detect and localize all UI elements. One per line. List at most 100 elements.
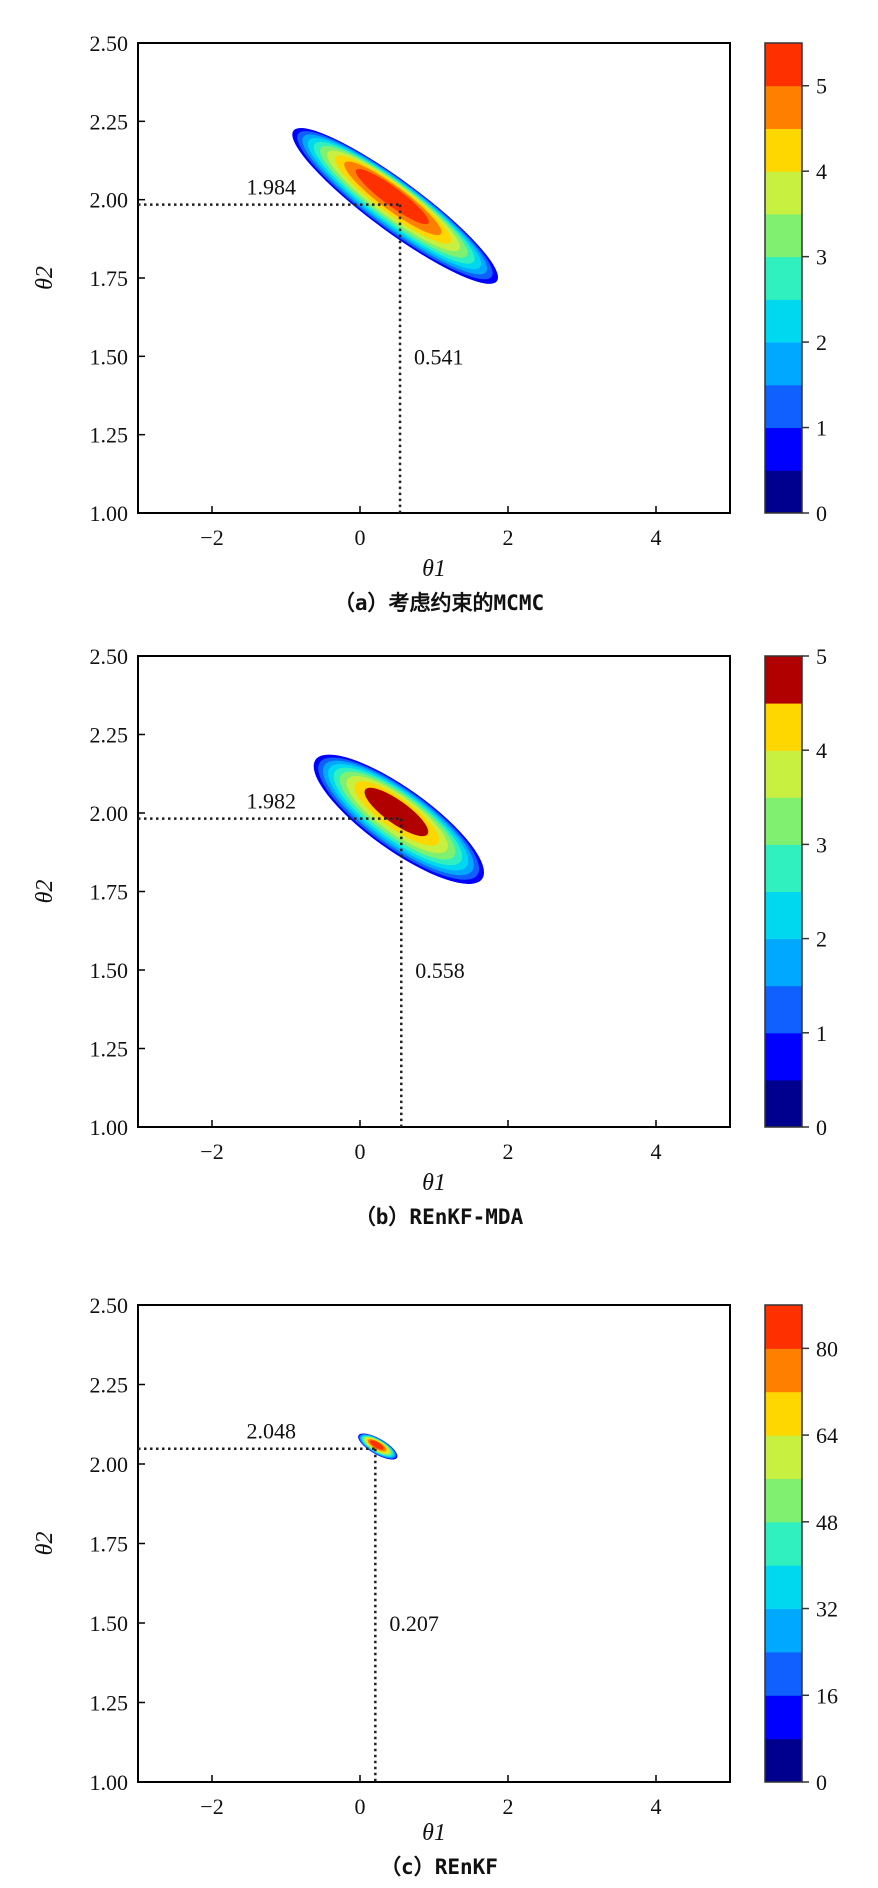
colorbar-band	[765, 1079, 802, 1128]
y-tick-label: 2.25	[90, 723, 129, 748]
colorbar-band	[765, 797, 802, 845]
colorbar-band	[765, 1435, 802, 1479]
colorbar-frame	[764, 1304, 803, 1783]
x-tick-label: 4	[651, 1794, 662, 1819]
colorbar-band	[765, 299, 802, 343]
y-tick-label: 1.25	[90, 1691, 129, 1716]
colorbar-tick-label: 2	[816, 927, 827, 952]
colorbar-band	[765, 1608, 802, 1653]
colorbar-frame	[764, 42, 803, 514]
colorbar-tick-label: 2	[816, 330, 827, 355]
colorbar-band	[765, 171, 802, 215]
chart-panel-a: 1.00 1.25 1.50 1.75 2.00 2.25 2.50 −2 0 2 4 θ2 θ1 （a）…	[32, 31, 827, 615]
x-tick-label: 4	[651, 525, 662, 550]
colorbar-tick-label: 0	[816, 1115, 827, 1140]
x-axis-label: θ1	[422, 556, 446, 582]
y-axis-label-text: θ2	[32, 266, 58, 290]
plot-frame	[137, 42, 731, 514]
y-tick-label: 1.00	[90, 501, 129, 526]
x-tick-label: 4	[651, 1139, 662, 1164]
contour-level	[355, 168, 429, 225]
colorbar-band	[765, 1348, 802, 1393]
theta2-estimate-label: 1.984	[246, 175, 296, 200]
colorbar-band	[765, 1651, 802, 1696]
y-axis-label-text: θ2	[32, 880, 58, 904]
y-tick-label: 1.50	[90, 344, 129, 369]
plot-frame	[137, 655, 731, 1128]
colorbar-tick-label: 64	[816, 1423, 838, 1448]
plot-frame	[137, 1304, 731, 1783]
colorbar-tick-label: 16	[816, 1683, 838, 1708]
x-tick-label: 2	[503, 525, 514, 550]
x-tick-label: 0	[355, 1139, 366, 1164]
y-tick-label: 2.50	[90, 1293, 129, 1318]
y-axis-label: θ2	[32, 266, 58, 290]
chart-panel-c: 1.00 1.25 1.50 1.75 2.00 2.25 2.50 −2 0 2 4 θ2 θ1 （c）…	[32, 1293, 838, 1879]
colorbar-tick-label: 32	[816, 1597, 838, 1622]
colorbar-frame	[764, 655, 803, 1128]
y-tick-label: 1.75	[90, 266, 129, 291]
y-axis-label-text: θ2	[32, 1532, 58, 1556]
x-tick-label: 0	[355, 525, 366, 550]
x-tick-label: 0	[355, 1794, 366, 1819]
theta2-estimate-label: 2.048	[246, 1419, 296, 1444]
y-tick-label: 2.50	[90, 644, 129, 669]
theta2-estimate-label: 1.982	[246, 789, 296, 814]
x-axis-label: θ1	[422, 1170, 446, 1196]
colorbar-tick-label: 3	[816, 832, 827, 857]
colorbar-tick-label: 48	[816, 1510, 838, 1535]
y-tick-label: 2.50	[90, 31, 129, 56]
caption: （b）REnKF-MDA	[355, 1205, 524, 1229]
contour-level	[369, 1440, 384, 1450]
chart-panel-b: 1.00 1.25 1.50 1.75 2.00 2.25 2.50 −2 0 2 4 θ2 θ1 （b）…	[32, 644, 827, 1229]
colorbar-tick-label: 0	[816, 1770, 827, 1795]
x-tick-label: −2	[200, 1139, 223, 1164]
colorbar-band	[765, 1391, 802, 1436]
colorbar-band	[765, 891, 802, 940]
colorbar-band	[765, 1565, 802, 1610]
colorbar-tick-label: 5	[816, 74, 827, 99]
colorbar-band	[765, 938, 802, 987]
y-tick-label: 1.75	[90, 1532, 129, 1557]
caption: （a）考虑约束的MCMC	[334, 591, 544, 615]
y-tick-label: 2.00	[90, 1452, 129, 1477]
colorbar-band	[765, 470, 802, 514]
y-tick-label: 2.25	[90, 109, 129, 134]
y-tick-label: 1.00	[90, 1770, 129, 1795]
y-tick-label: 2.00	[90, 801, 129, 826]
x-tick-label: −2	[200, 1794, 223, 1819]
theta1-estimate-label: 0.558	[415, 958, 465, 983]
colorbar-band	[765, 1478, 802, 1523]
colorbar-band	[765, 844, 802, 892]
colorbar-band	[765, 85, 802, 129]
colorbar-tick-label: 1	[816, 1021, 827, 1046]
theta1-estimate-label: 0.207	[389, 1611, 439, 1636]
y-tick-label: 1.00	[90, 1115, 129, 1140]
colorbar-band	[765, 985, 802, 1034]
colorbar-band	[765, 128, 802, 172]
colorbar-tick-label: 5	[816, 644, 827, 669]
colorbar-tick-label: 0	[816, 501, 827, 526]
x-tick-label: 2	[503, 1794, 514, 1819]
y-tick-label: 1.50	[90, 958, 129, 983]
colorbar-band	[765, 656, 802, 704]
x-axis-label: θ1	[422, 1820, 446, 1846]
colorbar-band	[765, 342, 802, 386]
colorbar-band	[765, 256, 802, 300]
colorbar-tick-label: 3	[816, 245, 827, 270]
colorbar-band	[765, 1032, 802, 1081]
colorbar-band	[765, 1305, 802, 1349]
theta1-estimate-label: 0.541	[414, 344, 464, 369]
colorbar-tick-label: 4	[816, 159, 827, 184]
colorbar-band	[765, 427, 802, 471]
y-tick-label: 2.00	[90, 188, 129, 213]
contour-level	[364, 787, 429, 837]
colorbar-band	[765, 384, 802, 429]
colorbar-tick-label: 1	[816, 416, 827, 441]
colorbar-band	[765, 1738, 802, 1783]
colorbar-band	[765, 750, 802, 798]
y-tick-label: 1.25	[90, 1037, 129, 1062]
y-axis-label: θ2	[32, 880, 58, 904]
x-tick-label: −2	[200, 525, 223, 550]
